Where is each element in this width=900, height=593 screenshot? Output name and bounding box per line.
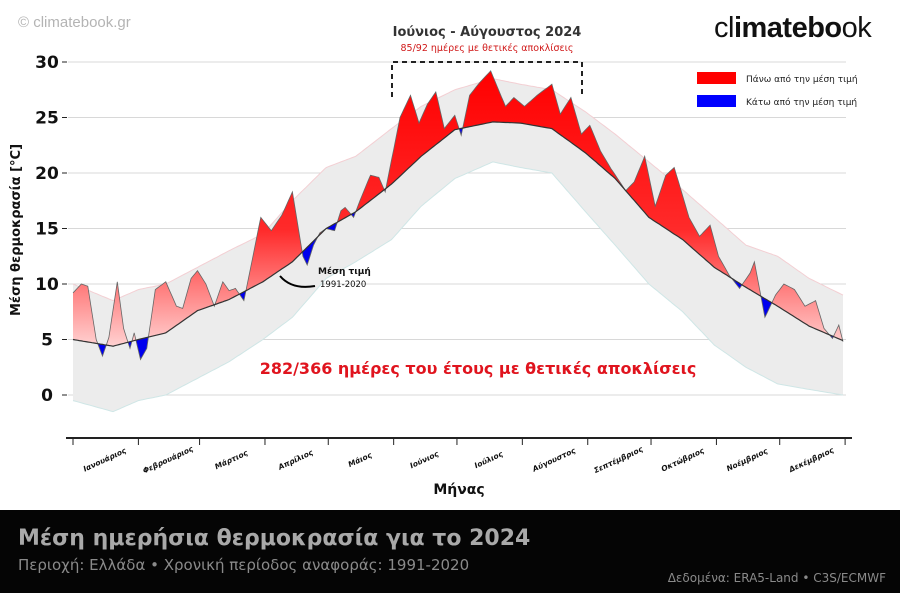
mean-line <box>72 121 844 347</box>
month-label: Νοέμβριος <box>725 446 770 473</box>
mean-annotation-label: Μέση τιμή <box>318 266 371 277</box>
y-tick-label: 0 <box>41 386 53 406</box>
legend-above-swatch <box>697 72 736 84</box>
footer-subtitle: Περιοχή: Ελλάδα • Χρονική περίοδος αναφο… <box>18 556 470 574</box>
mean-annotation-period: 1991-2020 <box>320 280 366 290</box>
x-axis: Ιανουάριος Φεβρουάριος Μάρτιος Απρίλιος Μάιο… <box>66 437 852 475</box>
y-tick-label: 5 <box>41 331 53 351</box>
range-lower-line <box>72 161 844 413</box>
y-tick-label: 10 <box>35 275 59 295</box>
range-upper-line <box>72 78 844 302</box>
series-lines <box>72 70 844 361</box>
climatology-range <box>72 78 844 413</box>
month-label: Μάρτιος <box>213 448 249 471</box>
y-tick-label: 15 <box>35 220 59 240</box>
temperature-chart: 0 5 10 15 20 25 30 Ιανουάριος Φεβρουάριος Μάρτιο… <box>9 25 858 498</box>
copyright-watermark: © climatebook.gr <box>18 14 131 31</box>
summer-title: Ιούνιος - Αύγουστος 2024 <box>393 25 582 40</box>
month-label: Ιούνιος <box>408 449 440 470</box>
y-axis: 0 5 10 15 20 25 30 <box>35 53 67 406</box>
series-2024-line <box>72 70 844 361</box>
footer: Μέση ημερήσια θερμοκρασία για το 2024 Πε… <box>0 510 900 593</box>
legend-above-label: Πάνω από την μέση τιμή <box>746 74 858 85</box>
legend-below-swatch <box>697 95 736 107</box>
summer-bracket <box>391 61 583 97</box>
month-label: Μάιος <box>347 450 374 469</box>
mean-annotation-arrow <box>279 275 316 288</box>
y-axis-label: Μέση θερμοκρασία [°C] <box>9 144 24 316</box>
month-label: Ιούλιος <box>473 449 505 470</box>
y-tick-label: 30 <box>35 53 59 73</box>
summer-subtitle: 85/92 ημέρες με θετικές αποκλίσεις <box>401 43 574 54</box>
month-label: Ιανουάριος <box>82 446 128 474</box>
month-label: Δεκέμβριος <box>787 445 836 474</box>
month-label: Σεπτέμβριος <box>592 444 644 475</box>
month-label: Απρίλιος <box>276 448 315 473</box>
month-label: Οκτώβριος <box>660 446 706 474</box>
legend-below-label: Κάτω από την μέση τιμή <box>746 97 857 108</box>
climatebook-logo: climatebook <box>714 12 872 44</box>
data-source: Δεδομένα: ERA5-Land • C3S/ECMWF <box>667 571 886 585</box>
y-tick-label: 20 <box>35 164 59 184</box>
range-band <box>73 78 843 412</box>
y-tick-label: 25 <box>35 109 59 129</box>
month-label: Αύγουστος <box>530 446 577 474</box>
month-label: Φεβρουάριος <box>141 444 195 475</box>
footer-title: Μέση ημερήσια θερμοκρασία για το 2024 <box>18 526 531 551</box>
x-axis-label: Μήνας <box>433 482 484 498</box>
summary-text: 282/366 ημέρες του έτους με θετικές αποκ… <box>260 359 697 378</box>
